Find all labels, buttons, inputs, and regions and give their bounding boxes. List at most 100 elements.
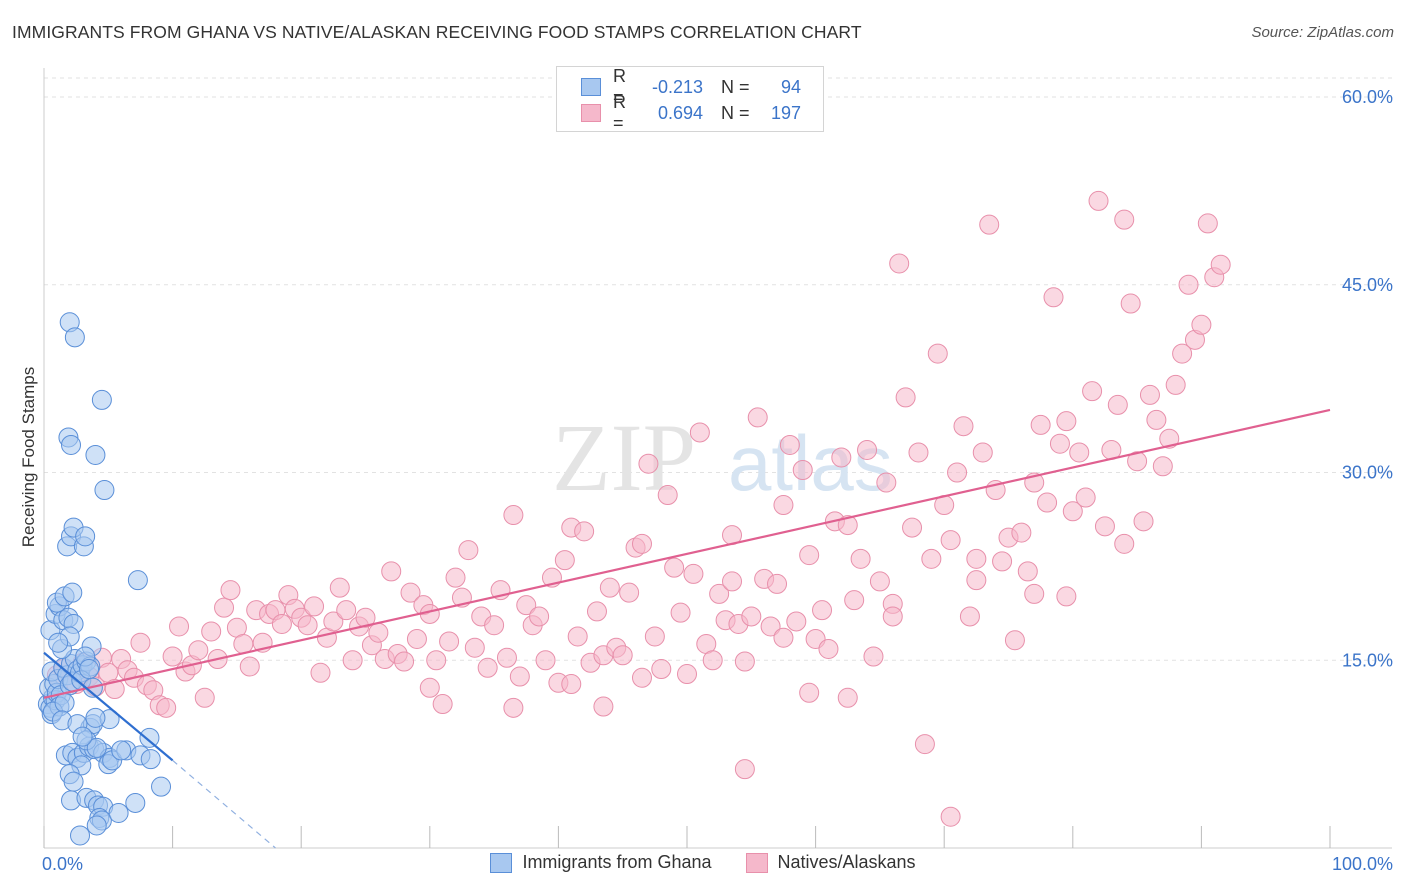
natives-point — [1107, 394, 1128, 415]
source-label: Source: ZipAtlas.com — [1251, 24, 1394, 41]
legend-row-ghana: R = -0.213 N = 94 — [581, 66, 801, 107]
natives-point — [908, 442, 929, 463]
natives-point — [644, 626, 665, 647]
natives-point — [1191, 314, 1212, 335]
natives-point — [831, 447, 852, 468]
natives-point — [310, 662, 331, 683]
natives-point — [1069, 442, 1090, 463]
natives-point — [1178, 274, 1199, 295]
natives-point — [271, 613, 292, 634]
natives-point — [741, 606, 762, 627]
natives-point — [503, 505, 524, 526]
ghana-point — [75, 526, 96, 547]
gridlines — [44, 77, 1392, 661]
legend-r-value: -0.213 — [651, 76, 703, 97]
natives-point — [419, 677, 440, 698]
natives-point — [979, 214, 1000, 235]
trend-line-ghana-extension — [172, 759, 276, 849]
natives-point — [612, 645, 633, 666]
natives-point — [1024, 583, 1045, 604]
natives-point — [895, 387, 916, 408]
natives-point — [496, 647, 517, 668]
natives-point — [850, 548, 871, 569]
natives-point — [1133, 511, 1154, 532]
natives-point — [567, 626, 588, 647]
y-tick-label: 45.0% — [1342, 275, 1393, 295]
y-tick-label: 15.0% — [1342, 650, 1393, 670]
legend-n-value: 94 — [780, 76, 801, 97]
ghana-point — [85, 707, 106, 728]
natives-point — [1088, 190, 1109, 211]
natives-point — [760, 616, 781, 637]
ghana-point — [86, 815, 107, 836]
natives-point — [535, 650, 556, 671]
natives-point — [1127, 451, 1148, 472]
correlation-legend: R = -0.213 N = 94 R = 0.694 N = 197 — [556, 66, 824, 133]
natives-point — [966, 570, 987, 591]
y-tick-label: 30.0% — [1342, 463, 1393, 483]
natives-point — [837, 687, 858, 708]
x-tick-label-max: 100.0% — [1332, 854, 1393, 874]
natives-point — [844, 590, 865, 611]
natives-point — [953, 416, 974, 437]
natives-point — [1056, 411, 1077, 432]
legend-n-label: N = — [721, 76, 750, 97]
natives-point — [683, 563, 704, 584]
natives-point — [586, 601, 607, 622]
natives-point — [130, 632, 151, 653]
natives-point — [394, 651, 415, 672]
natives-point — [355, 607, 376, 628]
natives-point — [779, 434, 800, 455]
natives-point — [677, 664, 697, 685]
ghana-point — [70, 825, 91, 846]
legend-swatch-blue — [581, 78, 601, 96]
ghana-point — [127, 570, 148, 591]
natives-point — [593, 696, 614, 717]
natives-point — [799, 545, 820, 566]
natives-point — [1011, 522, 1032, 543]
natives-point — [940, 806, 961, 827]
natives-point — [484, 615, 505, 636]
legend-label-ghana: Immigrants from Ghana — [522, 852, 712, 872]
natives-point — [574, 521, 595, 542]
natives-point — [464, 637, 485, 658]
natives-point — [439, 631, 460, 652]
natives-point — [529, 606, 550, 627]
natives-point — [799, 682, 820, 703]
natives-point — [876, 472, 897, 493]
natives-point — [304, 596, 325, 617]
natives-point — [426, 650, 447, 671]
natives-point — [927, 343, 948, 364]
natives-point — [1152, 456, 1173, 477]
natives-point — [458, 540, 479, 561]
natives-point — [857, 439, 878, 460]
natives-point — [1146, 409, 1167, 430]
natives-point — [940, 530, 961, 551]
series-legend: Immigrants from Ghana Natives/Alaskans — [0, 852, 1406, 873]
legend-row-natives: R = 0.694 N = 197 — [581, 92, 801, 133]
ghana-point — [85, 444, 106, 465]
legend-item-natives[interactable]: Natives/Alaskans — [745, 852, 916, 873]
trend-line-ghana — [43, 651, 174, 762]
natives-point — [786, 611, 807, 632]
legend-r-label: R = — [613, 66, 626, 107]
natives-point — [1037, 492, 1058, 513]
legend-item-ghana[interactable]: Immigrants from Ghana — [490, 852, 712, 873]
natives-point — [773, 627, 794, 648]
natives-point — [323, 611, 344, 632]
natives-point — [1030, 414, 1051, 435]
natives-point — [214, 597, 235, 618]
natives-point — [381, 561, 402, 582]
natives-point — [773, 495, 794, 516]
natives-point — [837, 515, 858, 536]
natives-point — [651, 659, 672, 680]
natives-point — [734, 759, 755, 780]
ghana-point — [54, 692, 75, 713]
natives-point — [1210, 254, 1231, 275]
ghana-point — [64, 327, 85, 348]
natives-point — [709, 583, 730, 604]
natives-point — [889, 253, 910, 274]
natives-point — [812, 600, 833, 621]
natives-point — [477, 657, 498, 678]
